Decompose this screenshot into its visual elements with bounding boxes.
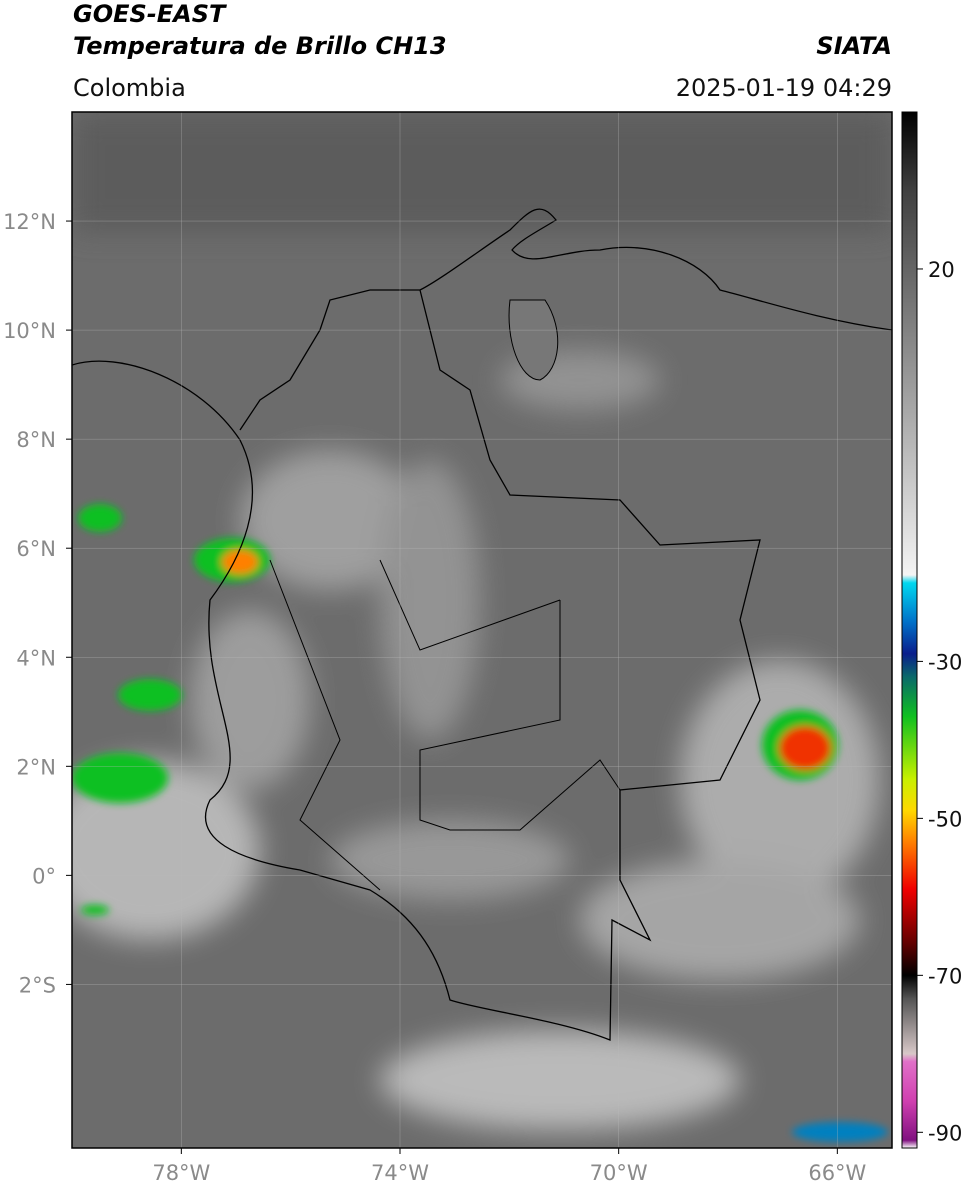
y-tick-label: 2°S: [19, 973, 56, 997]
x-tick-label: 66°W: [808, 1161, 866, 1185]
satellite-image: [72, 112, 892, 1148]
colorbar-label: -30: [928, 650, 962, 674]
y-tick-label: 10°N: [3, 319, 56, 343]
region: Colombia: [73, 74, 186, 102]
colorbar-label: -50: [928, 807, 962, 831]
y-tick-label: 2°N: [16, 755, 56, 779]
product: Temperatura de Brillo CH13: [73, 32, 447, 60]
y-tick-label: 6°N: [16, 537, 56, 561]
satellite: GOES-EAST: [73, 0, 227, 28]
y-tick-label: 12°N: [3, 210, 56, 234]
map-frame: [71, 111, 893, 1149]
colorbar-label: -90: [928, 1121, 962, 1145]
x-tick-label: 70°W: [590, 1161, 648, 1185]
source: SIATA: [816, 32, 892, 60]
datetime: 2025-01-19 04:29: [676, 74, 892, 102]
y-tick-label: 4°N: [16, 646, 56, 670]
colorbar-label: 20: [928, 258, 955, 282]
x-tick-label: 74°W: [371, 1161, 429, 1185]
y-tick-label: 0°: [32, 864, 56, 888]
colorbar-label: -70: [928, 964, 962, 988]
colorbar: [901, 111, 918, 1149]
x-tick-label: 78°W: [152, 1161, 210, 1185]
y-tick-label: 8°N: [16, 428, 56, 452]
